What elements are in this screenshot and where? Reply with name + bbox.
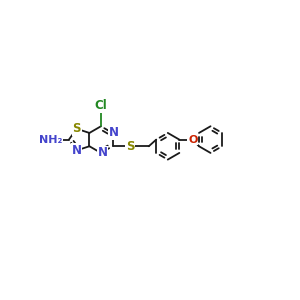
Text: S: S [73,122,81,135]
Text: N: N [72,144,82,157]
Text: N: N [109,126,119,140]
Text: N: N [98,146,107,159]
Text: Cl: Cl [94,99,107,112]
Text: S: S [126,140,135,153]
Text: NH₂: NH₂ [39,135,62,145]
Text: O: O [188,135,197,145]
